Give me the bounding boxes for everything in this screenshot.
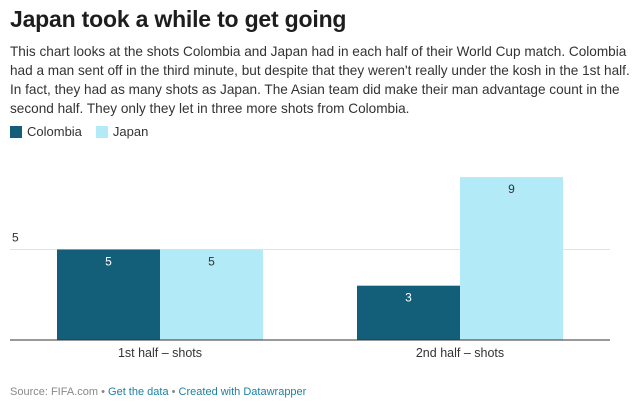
- legend-swatch-colombia: [10, 125, 22, 138]
- chart-description: This chart looks at the shots Colombia a…: [10, 44, 630, 116]
- bar-chart: 5 5 5 1st half – shots 3 9 2nd half – shots: [10, 177, 610, 360]
- legend-label-japan: Japan: [112, 124, 149, 139]
- footer-separator: •: [101, 386, 105, 398]
- legend-label-colombia: Colombia: [27, 124, 82, 139]
- y-tick-label: 5: [12, 230, 19, 244]
- data-label: 9: [508, 182, 515, 196]
- created-with-link[interactable]: Created with Datawrapper: [178, 386, 307, 398]
- bar-japan: [160, 249, 263, 340]
- bar-colombia: [57, 249, 160, 340]
- footer-separator: •: [171, 386, 176, 398]
- legend-item-japan: Japan: [95, 124, 149, 139]
- data-label: 5: [208, 254, 215, 268]
- data-label: 5: [105, 254, 112, 268]
- x-category-label: 1st half – shots: [118, 346, 202, 360]
- legend-swatch-japan: [95, 125, 108, 138]
- bar-colombia: [357, 285, 460, 340]
- legend-item-colombia: Colombia: [10, 124, 82, 139]
- bar-japan: [460, 177, 563, 340]
- get-data-link[interactable]: Get the data: [108, 386, 169, 398]
- footer: Source: FIFA.com • Get the data • Create…: [10, 386, 306, 398]
- data-label: 3: [405, 291, 412, 305]
- source-text: Source: FIFA.com: [10, 386, 99, 398]
- legend: Colombia Japan: [10, 124, 162, 139]
- x-category-label: 2nd half – shots: [416, 346, 504, 360]
- chart-title: Japan took a while to get going: [10, 6, 347, 32]
